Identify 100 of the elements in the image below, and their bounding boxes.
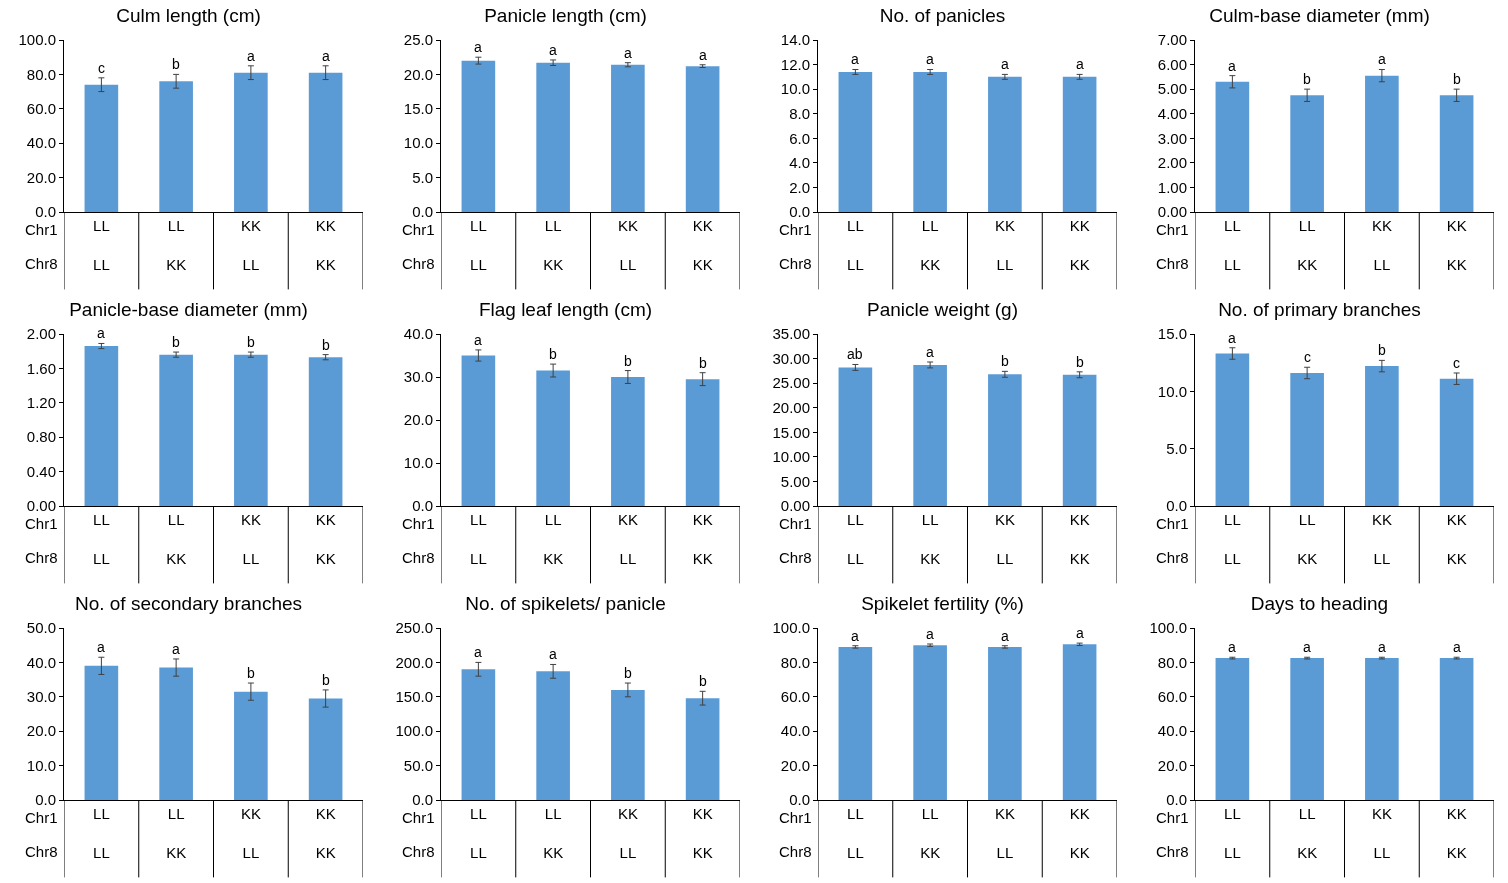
category-label: KK KK [692,217,713,273]
data-label: a [1228,58,1236,74]
y-tick-label: 60.0 [780,688,810,706]
y-tick-label: 20.0 [26,722,56,740]
text: Chr8 [25,549,58,566]
data-label: b [172,334,180,350]
chart-title: Days to heading [1250,593,1389,615]
bar [461,669,496,800]
text: Chr8 [779,549,812,566]
y-tick-label: 6.0 [789,129,810,147]
category-label: LL LL [470,217,487,273]
y-tick-label: 20.0 [26,168,56,186]
text: Chr1 [1156,809,1189,826]
data-label: a [322,48,330,64]
data-label: a [1378,639,1386,655]
y-tick-label: 60.0 [1157,688,1187,706]
bar [84,84,119,212]
data-label: c [98,60,105,76]
y-tick-label: 8.0 [789,104,810,122]
category-label: LL KK [920,511,941,567]
category-label: LL LL [847,511,864,567]
data-label: a [97,325,105,341]
chart-title: No. of primary branches [1218,299,1421,321]
y-tick-label: 40.0 [26,653,56,671]
y-tick-label: 40.0 [780,722,810,740]
category-label: LL KK [1297,217,1318,273]
text: Chr8 [1156,843,1189,860]
category-label: LL KK [1297,511,1318,567]
category-label: KK LL [994,217,1015,273]
data-label: b [624,665,632,681]
bar [611,689,645,800]
y-tick-label: 40.0 [1157,722,1187,740]
y-tick-label: 12.0 [780,55,810,73]
chart-title: Culm length (cm) [116,5,261,27]
y-tick-label: 100.0 [1149,619,1187,637]
text: Chr1 [25,221,58,238]
data-label: a [474,332,482,348]
category-label: LL LL [847,805,864,861]
chart-title: No. of panicles [879,5,1006,27]
data-label: b [699,673,707,689]
y-tick-label: 0.0 [35,791,56,809]
y-tick-label: 15.00 [772,423,810,441]
y-tick-label: 1.60 [26,359,56,377]
data-label: a [1228,639,1236,655]
bar [308,357,343,506]
bar [84,665,119,800]
data-label: a [1303,639,1311,655]
y-tick-label: 40.0 [26,134,56,152]
y-tick-label: 1.00 [1157,178,1187,196]
category-label: LL LL [93,217,110,273]
y-tick-label: 35.00 [772,325,810,343]
category-label: LL LL [93,511,110,567]
y-tick-label: 2.00 [26,325,56,343]
category-label: KK KK [315,805,336,861]
bar [234,72,268,212]
data-label: b [699,355,707,371]
category-label: LL LL [470,805,487,861]
chart-title: No. of spikelets/ panicle [465,593,666,615]
category-label: KK KK [1446,805,1467,861]
bar [159,354,193,506]
category-label: LL LL [1224,217,1241,273]
category-label: KK LL [240,511,261,567]
category-label: KK KK [1069,805,1090,861]
text: Chr1 [25,809,58,826]
text: Chr1 [779,809,812,826]
chart-title: Panicle length (cm) [484,5,647,27]
data-label: b [247,334,255,350]
bar [159,81,193,212]
text: Chr1 [402,809,435,826]
data-label: a [549,646,557,662]
text: Chr1 [25,515,58,532]
y-tick-label: 5.00 [780,472,810,490]
data-label: b [1076,354,1084,370]
y-tick-label: 10.0 [403,134,433,152]
y-tick-label: 150.0 [395,688,433,706]
category-label: KK KK [692,511,713,567]
data-label: a [1228,330,1236,346]
y-tick-label: 10.0 [26,756,56,774]
y-tick-label: 50.0 [26,619,56,637]
y-tick-label: 100.0 [18,31,56,49]
text: Chr1 [402,221,435,238]
data-label: ab [847,346,863,362]
y-tick-label: 100.0 [395,722,433,740]
data-label: b [624,353,632,369]
y-tick-label: 200.0 [395,653,433,671]
chart-title: Spikelet fertility (%) [861,593,1024,615]
category-label: LL KK [166,217,187,273]
data-label: a [1001,56,1009,72]
category-label: KK KK [1446,217,1467,273]
text: Chr1 [779,221,812,238]
text: Chr8 [779,255,812,272]
data-label: b [322,337,330,353]
y-tick-label: 25.00 [772,374,810,392]
category-label: LL LL [1224,805,1241,861]
data-label: b [549,346,557,362]
data-label: a [851,628,859,644]
category-label: KK LL [1371,511,1392,567]
y-tick-label: 25.0 [403,31,433,49]
category-label: KK KK [315,511,336,567]
data-label: a [926,51,934,67]
